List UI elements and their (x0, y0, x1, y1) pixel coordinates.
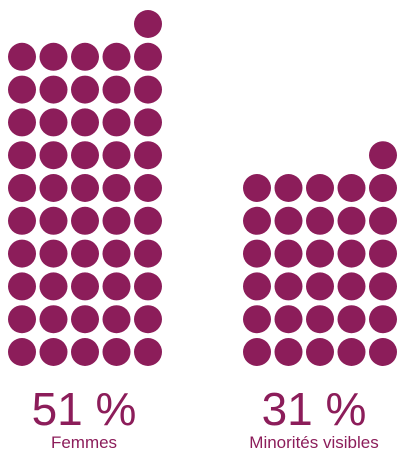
dot (39, 75, 68, 104)
dot (134, 239, 162, 268)
dot (369, 239, 397, 268)
dot (8, 338, 36, 366)
dot (102, 305, 131, 334)
dot (71, 239, 99, 268)
dot (102, 272, 131, 301)
dot (306, 305, 334, 334)
category-label-minorites-visibles: Minorités visibles (249, 433, 378, 452)
dot (274, 239, 303, 268)
value-label-minorites-visibles: 31 % (262, 383, 367, 435)
dot (243, 174, 271, 202)
dot (71, 75, 99, 104)
dot (39, 108, 68, 137)
dot (102, 42, 131, 71)
dot (337, 338, 366, 366)
dot (134, 42, 162, 71)
column-femmes (8, 10, 162, 366)
category-label-femmes: Femmes (51, 433, 117, 452)
dot (39, 141, 68, 170)
dot (71, 42, 99, 71)
dot (306, 338, 334, 366)
dot (134, 75, 162, 104)
dot (39, 305, 68, 334)
dot (102, 206, 131, 235)
dot (39, 206, 68, 235)
dot (71, 338, 99, 366)
dot (306, 239, 334, 268)
dot (102, 75, 131, 104)
dot (243, 206, 271, 235)
dot (369, 206, 397, 235)
dot (134, 305, 162, 334)
dot (39, 338, 68, 366)
dot (274, 338, 303, 366)
dot (274, 272, 303, 301)
dot (71, 206, 99, 235)
dot (102, 174, 131, 202)
dot (274, 206, 303, 235)
value-label-femmes: 51 % (32, 383, 137, 435)
dot (337, 272, 366, 301)
dot (102, 108, 131, 137)
dot (243, 338, 271, 366)
dot (134, 10, 162, 38)
dot (71, 174, 99, 202)
dot (39, 239, 68, 268)
dot (8, 42, 36, 71)
dot (243, 239, 271, 268)
dot (369, 141, 397, 170)
dot (71, 108, 99, 137)
dot (369, 174, 397, 202)
dot (71, 272, 99, 301)
dot (8, 305, 36, 334)
dot (134, 338, 162, 366)
dot (274, 174, 303, 202)
dot (337, 239, 366, 268)
dot (8, 239, 36, 268)
dot (102, 141, 131, 170)
dot (134, 272, 162, 301)
dot (71, 141, 99, 170)
dot (134, 108, 162, 137)
dot (274, 305, 303, 334)
dot (306, 174, 334, 202)
dot (134, 174, 162, 202)
dot (134, 206, 162, 235)
dot (8, 141, 36, 170)
dot (337, 305, 366, 334)
dot (8, 272, 36, 301)
dot (71, 305, 99, 334)
column-minorites-visibles (243, 141, 397, 366)
dot (102, 239, 131, 268)
dot (8, 174, 36, 202)
dot (8, 75, 36, 104)
dot (369, 305, 397, 334)
dot (39, 174, 68, 202)
dot (134, 141, 162, 170)
dot (306, 272, 334, 301)
dot (369, 338, 397, 366)
dot (8, 206, 36, 235)
dot (39, 42, 68, 71)
dot (306, 206, 334, 235)
dot (243, 305, 271, 334)
dot (243, 272, 271, 301)
dot (337, 206, 366, 235)
dot (102, 338, 131, 366)
dot (39, 272, 68, 301)
dot (337, 174, 366, 202)
dot (369, 272, 397, 301)
dot (8, 108, 36, 137)
